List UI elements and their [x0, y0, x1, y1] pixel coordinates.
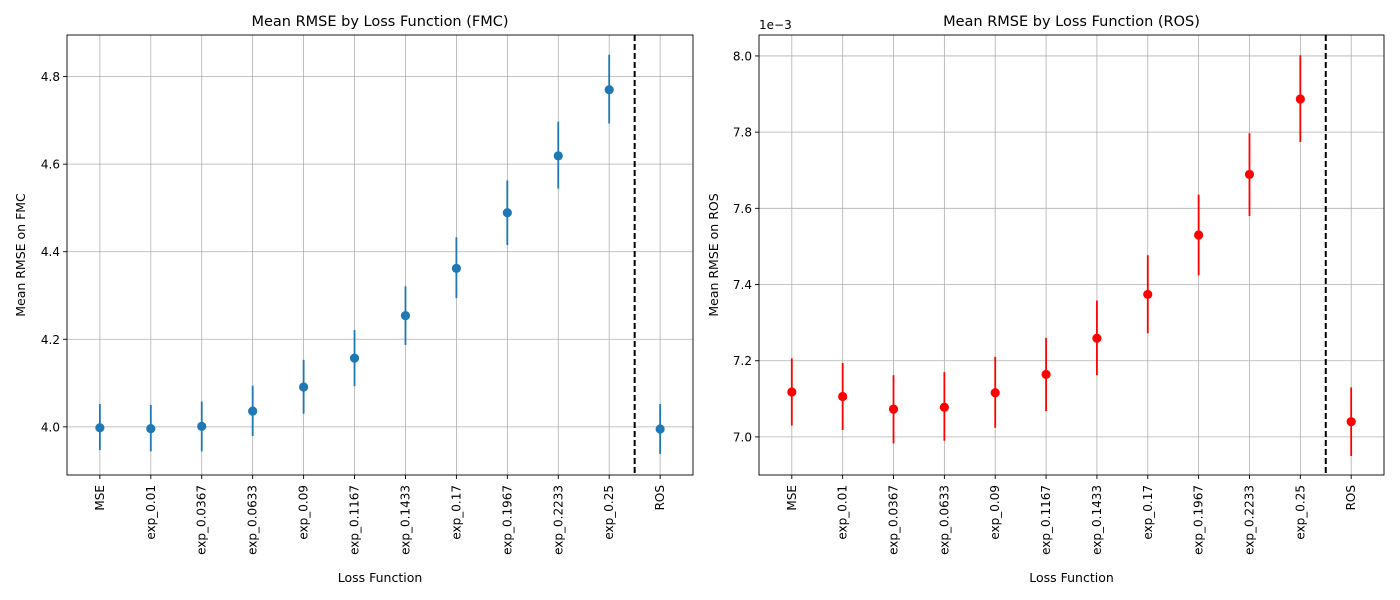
ros-data-point	[1092, 333, 1102, 343]
chart-panel-fmc: MSE exp_0.01 exp_0.0367 exp_0.0633 exp_0.09 e…	[13, 14, 694, 585]
fmc-y-axis-label: Mean RMSE on FMC	[13, 193, 28, 317]
ros-x-tick-label: MSE	[785, 485, 799, 511]
ros-x-axis-label: Loss Function	[1029, 570, 1114, 585]
fmc-x-tick-label: exp_0.1167	[348, 485, 362, 555]
ros-axes-frame	[758, 34, 1385, 476]
ros-data-point	[1143, 289, 1153, 300]
fmc-x-tick-label: exp_0.0633	[246, 485, 260, 555]
ros-x-tick-label: exp_0.1167	[1039, 485, 1053, 555]
fmc-chart-title: Mean RMSE by Loss Function (FMC)	[251, 14, 508, 30]
fmc-data-point	[553, 151, 563, 161]
ros-data-point	[1194, 230, 1204, 240]
ros-data-point	[1244, 169, 1255, 180]
fmc-x-tick-label: ROS	[653, 485, 667, 510]
fmc-data-point	[400, 311, 411, 321]
ros-y-tick-label: 8.0	[733, 49, 752, 63]
ros-data-point	[1295, 94, 1305, 104]
fmc-y-tick-label: 4.6	[41, 158, 60, 172]
fmc-y-tick-label: 4.0	[41, 420, 60, 434]
ros-data-point	[838, 391, 848, 402]
ros-y-tick-label: 7.0	[733, 430, 752, 444]
ros-y-tick-label: 7.2	[733, 354, 752, 368]
fmc-x-tick-label: exp_0.1433	[398, 485, 412, 555]
fmc-axes-frame	[66, 34, 694, 476]
ros-y-axis-label: Mean RMSE on ROS	[706, 193, 721, 316]
fmc-x-tick-label: exp_0.2233	[551, 485, 565, 555]
fmc-data-point	[146, 423, 156, 434]
ros-y-tick-label: 7.6	[733, 202, 752, 216]
ros-y-tick-label: 7.8	[733, 126, 752, 140]
ros-data-point	[787, 387, 797, 397]
fmc-data-point	[502, 208, 512, 218]
fmc-x-tick-label: exp_0.0367	[195, 485, 209, 555]
fmc-y-tick-label: 4.8	[41, 70, 60, 84]
ros-x-tick-label: ROS	[1344, 485, 1358, 510]
fmc-y-tick-label: 4.4	[41, 245, 60, 259]
ros-data-point	[1041, 369, 1051, 380]
fmc-y-tick-label: 4.2	[41, 333, 60, 347]
fmc-x-tick-label: exp_0.25	[602, 485, 616, 540]
ros-x-tick-label: exp_0.01	[836, 485, 850, 540]
fmc-data-point	[197, 421, 207, 432]
ros-x-tick-label: exp_0.25	[1293, 485, 1307, 540]
fmc-x-tick-label: exp_0.01	[144, 485, 158, 540]
fmc-x-tick-label: MSE	[93, 485, 107, 511]
ros-chart-title: Mean RMSE by Loss Function (ROS)	[943, 14, 1200, 30]
fmc-data-point	[604, 85, 614, 95]
ros-offset-label: 1e−3	[759, 18, 792, 32]
ros-x-tick-label: exp_0.09	[988, 485, 1002, 540]
ros-data-point	[939, 402, 949, 412]
fmc-data-point	[655, 424, 665, 434]
fmc-data-point	[298, 382, 309, 392]
chart-panel-ros: MSE exp_0.01 exp_0.0367 exp_0.0633 exp_0.09 e…	[706, 14, 1385, 585]
fmc-x-tick-label: exp_0.1967	[500, 485, 514, 555]
fmc-data-point	[349, 353, 360, 363]
ros-x-tick-label: exp_0.1433	[1090, 485, 1104, 555]
ros-x-tick-label: exp_0.0633	[937, 485, 951, 555]
ros-x-tick-label: exp_0.17	[1141, 485, 1155, 540]
ros-x-tick-label: exp_0.1967	[1192, 485, 1206, 555]
fmc-x-tick-label: exp_0.09	[297, 485, 311, 540]
fmc-x-tick-label: exp_0.17	[449, 485, 463, 540]
fmc-data-point	[451, 263, 462, 273]
ros-y-tick-label: 7.4	[733, 278, 752, 292]
fmc-data-point	[95, 423, 105, 433]
ros-x-tick-label: exp_0.2233	[1242, 485, 1256, 555]
ros-data-point	[888, 404, 899, 414]
fmc-x-axis-label: Loss Function	[338, 570, 423, 585]
ros-x-tick-label: exp_0.0367	[887, 485, 901, 555]
ros-data-point	[1346, 417, 1356, 427]
fmc-data-point	[248, 406, 258, 416]
ros-data-point	[990, 388, 1000, 398]
